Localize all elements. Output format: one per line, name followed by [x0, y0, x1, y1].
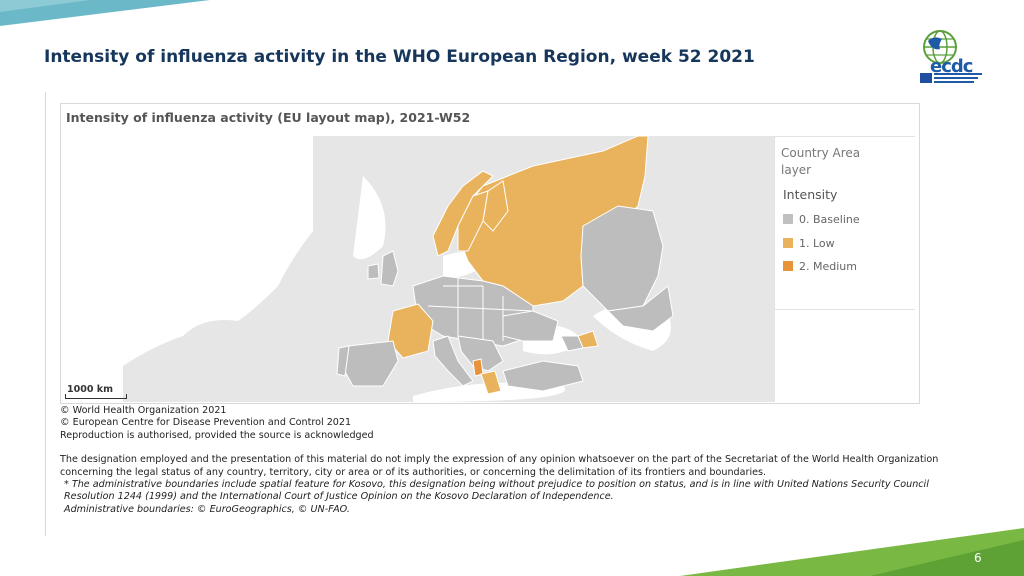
copyright-who: © World Health Organization 2021 — [60, 405, 227, 416]
top-accent-band — [0, 0, 210, 26]
copyright-ecdc: © European Centre for Disease Prevention… — [60, 417, 352, 429]
legend-label-baseline: 0. Baseline — [799, 213, 860, 226]
swatch-low — [783, 238, 793, 248]
map-panel: Intensity of influenza activity (EU layo… — [60, 103, 920, 404]
region-united-kingdom — [380, 250, 399, 287]
disclaimer-line-2: concerning the legal status of any count… — [60, 466, 767, 478]
ecdc-logo: ecdc — [914, 29, 984, 87]
region-kazakhstan — [580, 205, 664, 312]
region-portugal — [336, 345, 350, 377]
scale-label: 1000 km — [67, 384, 113, 395]
page-title: Intensity of influenza activity in the W… — [44, 47, 755, 67]
legend-label-low: 1. Low — [799, 237, 835, 250]
region-central-asia — [606, 285, 674, 332]
region-turkey — [502, 360, 584, 392]
legend-layer-label: Country Area layer — [781, 146, 861, 177]
region-ukraine — [502, 310, 559, 342]
reproduction-note: Reproduction is authorised, provided the… — [60, 429, 374, 441]
region-caucasus — [560, 335, 584, 352]
europe-map — [63, 136, 775, 402]
legend-item-medium: 2. Medium — [783, 260, 857, 273]
region-ireland — [367, 263, 380, 280]
region-greece — [480, 370, 502, 395]
scale-bar — [65, 394, 127, 399]
region-norway — [432, 170, 494, 257]
legend-label-medium: 2. Medium — [799, 260, 857, 273]
region-france — [387, 303, 434, 359]
map-legend: Country Area layer Intensity 0. Baseline… — [774, 136, 915, 310]
kosovo-note-line-2: Resolution 1244 (1999) and the Internati… — [64, 491, 614, 503]
legend-item-baseline: 0. Baseline — [783, 213, 860, 226]
swatch-medium — [783, 261, 793, 271]
logo-wordmark: ecdc — [930, 56, 973, 77]
notes-block: © World Health Organization 2021 © Europ… — [60, 405, 938, 516]
region-italy — [432, 335, 474, 387]
region-balkans — [457, 335, 504, 372]
legend-item-low: 1. Low — [783, 237, 835, 250]
swatch-baseline — [783, 214, 793, 224]
map-title: Intensity of influenza activity (EU layo… — [66, 110, 471, 125]
region-finland — [482, 180, 509, 232]
page-number: 6 — [974, 551, 982, 565]
globe-icon — [920, 30, 982, 83]
legend-heading: Intensity — [783, 187, 838, 202]
vertical-divider — [45, 92, 46, 536]
kosovo-note-line-1: * The administrative boundaries include … — [64, 479, 929, 491]
disclaimer-line-1: The designation employed and the present… — [60, 454, 939, 466]
admin-boundaries-note: Administrative boundaries: © EuroGeograp… — [64, 503, 350, 515]
